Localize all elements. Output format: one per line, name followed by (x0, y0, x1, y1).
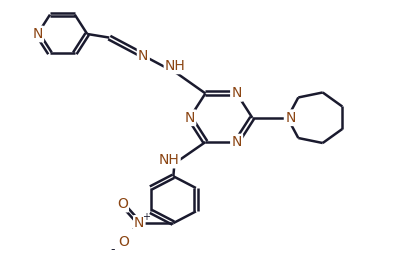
Text: O: O (117, 197, 128, 211)
Text: NH: NH (164, 59, 185, 73)
Text: N: N (184, 111, 194, 125)
Text: N: N (231, 135, 241, 149)
Text: N: N (231, 86, 241, 100)
Text: -: - (110, 243, 114, 254)
Text: N: N (32, 27, 43, 41)
Text: N: N (284, 111, 295, 125)
Text: N: N (134, 216, 144, 230)
Text: O: O (117, 235, 128, 249)
Text: N: N (138, 49, 148, 62)
Text: NH: NH (158, 153, 179, 167)
Text: +: + (142, 212, 150, 222)
